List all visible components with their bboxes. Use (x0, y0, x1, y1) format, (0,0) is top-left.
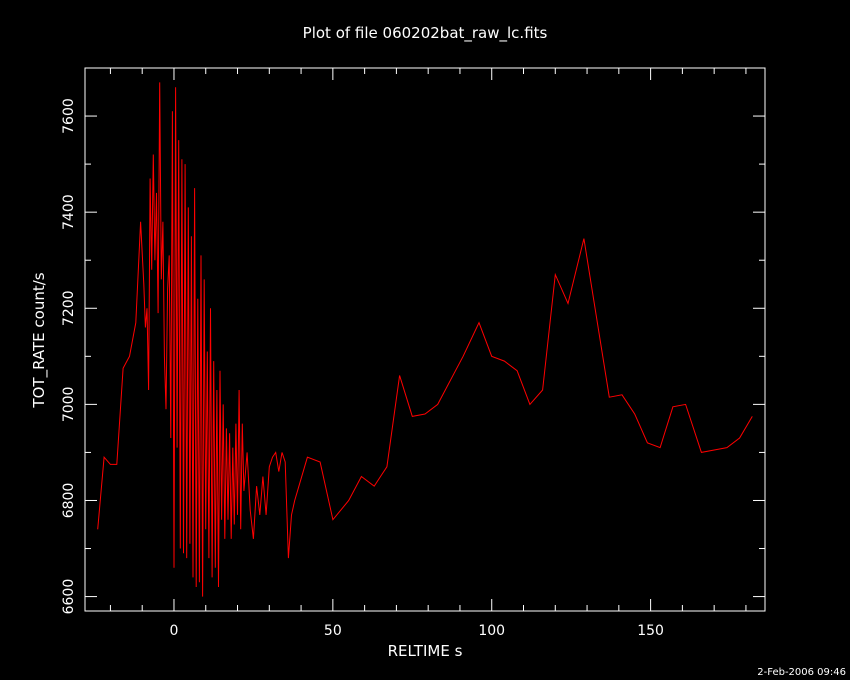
series-line (97, 82, 753, 597)
y-tick-label: 6800 (61, 483, 77, 519)
x-tick-label: 0 (170, 623, 179, 639)
y-axis-label: TOT_RATE count/s (30, 272, 49, 408)
plot-frame (84, 67, 766, 612)
tick-labels: 0 50 100 150 6600 6800 7000 7200 7400 7600 (61, 98, 664, 639)
footer-timestamp: 2-Feb-2006 09:46 (757, 667, 846, 678)
y-tick-label: 7200 (61, 290, 77, 326)
x-tick-label: 100 (478, 623, 505, 639)
x-tick-label: 50 (324, 623, 342, 639)
axis-ticks (85, 67, 765, 611)
y-tick-label: 6600 (61, 579, 77, 615)
y-tick-label: 7600 (61, 98, 77, 134)
y-tick-label: 7400 (61, 194, 77, 230)
chart-title: Plot of file 060202bat_raw_lc.fits (303, 24, 548, 43)
x-axis-label: RELTIME s (388, 642, 463, 660)
x-tick-label: 150 (637, 623, 664, 639)
y-tick-label: 7000 (61, 387, 77, 423)
